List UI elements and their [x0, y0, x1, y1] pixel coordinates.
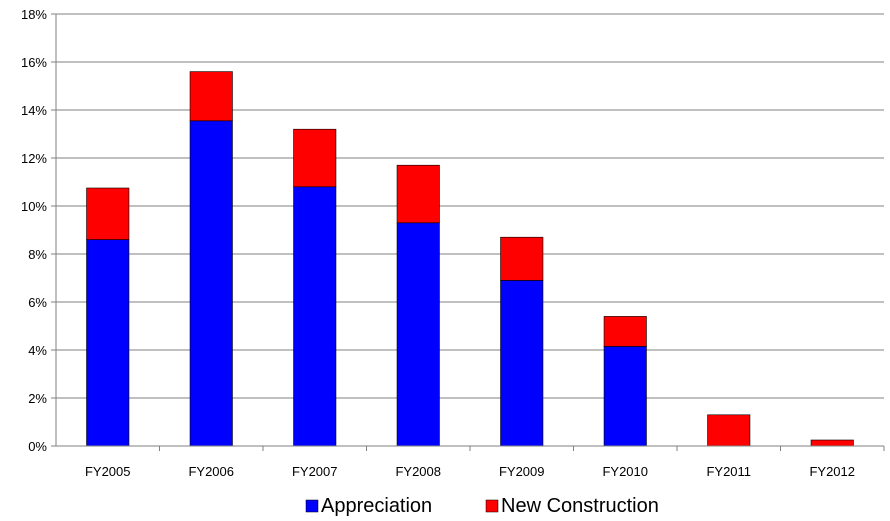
x-tick-label: FY2008 [395, 464, 441, 479]
axes [55, 14, 884, 447]
x-tick-label: FY2005 [85, 464, 131, 479]
bar-appreciation-fy2008 [396, 222, 440, 447]
bar-appreciation-fy2007 [293, 186, 337, 447]
bars [86, 71, 854, 447]
legend-item-appreciation: Appreciation [305, 495, 432, 517]
bar-new-construction-fy2009 [500, 236, 544, 281]
x-tick-label: FY2011 [706, 464, 751, 479]
y-tick-labels: 0% 2% 4% 6% 8% 10% 12% 14% 16% 18% [21, 7, 47, 454]
y-tick-label: 0% [28, 439, 47, 454]
x-tick-label: FY2010 [602, 464, 648, 479]
bar-new-construction-fy2005 [86, 187, 130, 240]
x-tick-label: FY2006 [188, 464, 234, 479]
bar-new-construction-fy2010 [603, 316, 647, 347]
y-tick-label: 8% [28, 247, 47, 262]
bar-new-construction-fy2007 [293, 128, 337, 188]
bar-appreciation-fy2006 [189, 120, 233, 447]
legend-swatch-new-construction [485, 499, 499, 513]
bar-new-construction-fy2011 [707, 414, 751, 447]
y-tick-label: 12% [21, 151, 47, 166]
x-tick-label: FY2007 [292, 464, 338, 479]
x-tick-label: FY2012 [809, 464, 855, 479]
y-tick-label: 14% [21, 103, 47, 118]
gridlines [51, 13, 885, 451]
y-tick-label: 6% [28, 295, 47, 310]
legend-swatch-appreciation [305, 499, 319, 513]
bar-new-construction-fy2006 [189, 71, 233, 122]
bar-appreciation-fy2009 [500, 280, 544, 447]
x-tick-label: FY2009 [499, 464, 545, 479]
bar-new-construction-fy2008 [396, 164, 440, 224]
legend-label-new-construction: New Construction [501, 495, 659, 517]
legend-item-new-construction: New Construction [485, 495, 659, 517]
y-tick-label: 18% [21, 7, 47, 22]
bar-appreciation-fy2010 [603, 346, 647, 447]
legend-label-appreciation: Appreciation [321, 495, 432, 517]
y-tick-label: 4% [28, 343, 47, 358]
bar-appreciation-fy2005 [86, 239, 130, 447]
x-tick-labels: FY2005 FY2006 FY2007 FY2008 FY2009 FY2010 FY20… [85, 464, 855, 479]
y-tick-label: 10% [21, 199, 47, 214]
bar-new-construction-fy2012 [810, 439, 854, 447]
y-tick-label: 16% [21, 55, 47, 70]
y-tick-label: 2% [28, 391, 47, 406]
legend: Appreciation New Construction [305, 495, 659, 517]
